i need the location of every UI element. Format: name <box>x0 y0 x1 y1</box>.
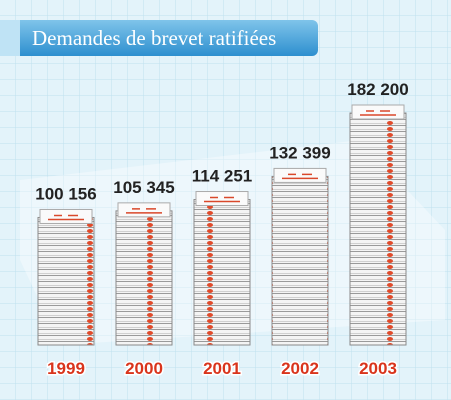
stack-top <box>117 202 171 218</box>
stack-top <box>351 104 405 120</box>
x-tick-label: 2000 <box>125 359 163 378</box>
stack-top <box>195 191 249 207</box>
stack-top <box>39 208 93 224</box>
chart-title: Demandes de brevet ratifiées <box>32 26 276 50</box>
value-label: 132 399 <box>269 143 330 162</box>
paper-stack <box>193 199 251 346</box>
x-tick-label: 2002 <box>281 359 319 378</box>
paper-stack <box>37 216 95 346</box>
stack-top-mark <box>282 173 318 180</box>
stack-top-mark <box>48 214 84 221</box>
value-label: 105 345 <box>113 178 174 197</box>
value-label: 100 156 <box>35 184 96 203</box>
plot: 100 156 1999 105 345 2000 114 251 2001 132 399… <box>35 80 408 380</box>
x-tick-label: 2001 <box>203 359 241 378</box>
x-tick-label: 1999 <box>47 359 85 378</box>
x-tick-label: 2003 <box>359 359 397 378</box>
paper-stack <box>349 112 407 346</box>
paper-stack <box>115 210 173 346</box>
value-label: 114 251 <box>192 167 253 186</box>
stack-top-mark <box>126 208 162 214</box>
title-banner <box>0 20 318 56</box>
stack-top <box>273 167 327 183</box>
value-label: 182 200 <box>347 80 408 99</box>
paper-stack <box>271 175 329 346</box>
stack-top-mark <box>360 110 396 116</box>
stack-top-mark <box>204 196 240 203</box>
title-accent <box>0 20 20 56</box>
